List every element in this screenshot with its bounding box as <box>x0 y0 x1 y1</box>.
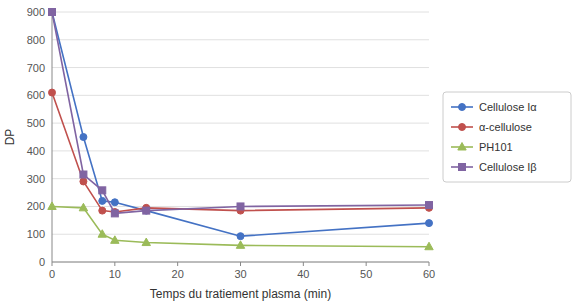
tick-label: 700 <box>27 62 45 74</box>
data-point <box>111 199 118 206</box>
legend-label: Cellulose Iα <box>479 101 537 113</box>
tick-label: 30 <box>234 268 246 280</box>
data-point <box>143 207 150 214</box>
tick-mark <box>114 262 115 266</box>
legend-box <box>443 92 571 182</box>
tick-mark <box>52 262 53 266</box>
grid-line <box>52 39 429 40</box>
data-point <box>98 230 106 238</box>
data-point <box>99 197 106 204</box>
tick-label: 10 <box>109 268 121 280</box>
tick-label: 60 <box>423 268 435 280</box>
series-line <box>52 12 429 213</box>
tick-label: 0 <box>39 256 45 268</box>
tick-label: 40 <box>297 268 309 280</box>
tick-label: 200 <box>27 200 45 212</box>
tick-label: 400 <box>27 145 45 157</box>
data-point <box>111 236 119 244</box>
tick-label: 300 <box>27 173 45 185</box>
chart: 0 100 200 300 400 500 600 700 800 900 0 10 20 30 40 50 6… <box>0 0 579 308</box>
series-line <box>52 93 429 212</box>
tick-label: 100 <box>27 228 45 240</box>
data-point <box>425 242 433 250</box>
legend-marker <box>458 143 466 151</box>
tick-label: 50 <box>360 268 372 280</box>
data-point <box>80 134 87 141</box>
series-line <box>52 12 429 236</box>
data-point <box>80 171 87 178</box>
legend-marker <box>459 124 466 131</box>
tick-mark <box>240 262 241 266</box>
tick-label: 20 <box>172 268 184 280</box>
legend-label: Cellulose Iβ <box>479 161 537 173</box>
data-point <box>99 207 106 214</box>
grid-line <box>52 95 429 96</box>
grid-line <box>52 262 429 263</box>
legend: Cellulose Iα α-cellulose PH101 Cellulose Iβ <box>443 92 571 182</box>
y-axis-label: DP <box>3 129 17 146</box>
grid-line <box>52 150 429 151</box>
data-point <box>236 241 244 249</box>
tick-label: 800 <box>27 34 45 46</box>
tick-mark <box>366 262 367 266</box>
axes: 0 100 200 300 400 500 600 700 800 900 0 10 20 30 40 50 6… <box>27 6 435 280</box>
tick-mark <box>303 262 304 266</box>
tick-label: 500 <box>27 117 45 129</box>
x-axis <box>52 262 429 263</box>
legend-marker <box>459 164 466 171</box>
tick-mark <box>429 262 430 266</box>
data-point <box>79 203 87 211</box>
grid-line <box>52 178 429 179</box>
grid-line <box>52 67 429 68</box>
data-point <box>143 207 150 214</box>
data-point <box>237 203 244 210</box>
plot-area <box>48 9 433 250</box>
x-axis-label: Temps du tratiement plasma (min) <box>150 287 331 301</box>
legend-label: PH101 <box>479 141 513 153</box>
tick-label: 600 <box>27 89 45 101</box>
grid-line <box>52 123 429 124</box>
data-point <box>142 238 150 246</box>
legend-label: α-cellulose <box>479 121 532 133</box>
data-point <box>111 210 118 217</box>
grid-line <box>52 12 429 13</box>
tick-label: 0 <box>49 268 55 280</box>
data-point <box>237 233 244 240</box>
data-point <box>99 187 106 194</box>
tick-mark <box>177 262 178 266</box>
data-point <box>80 178 87 185</box>
data-point <box>49 9 56 16</box>
data-point <box>49 9 56 16</box>
data-point <box>426 202 433 209</box>
data-point <box>426 220 433 227</box>
legend-marker <box>459 104 466 111</box>
y-axis <box>52 12 53 262</box>
tick-label: 900 <box>27 6 45 18</box>
data-point <box>49 89 56 96</box>
data-point <box>48 202 56 210</box>
